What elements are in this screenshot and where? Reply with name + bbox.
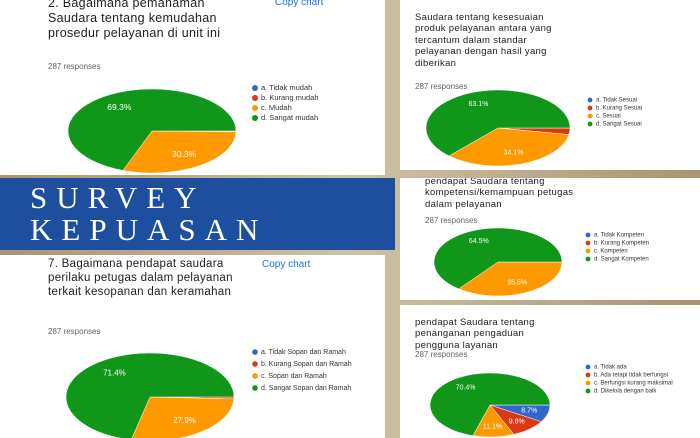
- chart-panel: Saudara tentang kesesuaian produk pelaya…: [400, 0, 700, 170]
- legend-swatch: [587, 105, 593, 111]
- legend-swatch: [585, 232, 591, 238]
- response-count: 287 responses: [425, 216, 478, 225]
- copy-chart-button[interactable]: Copy chart: [262, 259, 311, 270]
- legend-swatch: [252, 95, 258, 101]
- legend-label: a. Tidak Sesuai: [596, 98, 637, 104]
- slice-label: 35.5%: [507, 280, 527, 287]
- legend-label: a. Tidak Sopan dan Ramah: [261, 349, 346, 356]
- legend-label: b. Ada tetapi tidak berfungsi: [594, 373, 668, 379]
- banner-line: SURVEY: [30, 180, 206, 215]
- copy-chart-button[interactable]: Copy chart: [275, 0, 324, 8]
- legend-label: a. Tidak ada: [594, 365, 627, 371]
- chart-title: pendapat Saudara tentang penanganan peng…: [415, 317, 535, 351]
- legend-swatch: [587, 121, 593, 127]
- legend-swatch: [252, 85, 258, 91]
- pie-slice: [131, 396, 235, 438]
- pie-chart: 8.7% 9.8% 11.1% 70.4% a. Tidak ada b. Ada tet…: [429, 364, 673, 438]
- legend-swatch: [252, 115, 258, 121]
- chart-panel: pendapat Saudara tentang kompetensi/kema…: [400, 178, 700, 300]
- legend-label: d. Sangat Sopan dan Ramah: [261, 385, 351, 392]
- pie-slice: [448, 127, 570, 167]
- slice-label: 27.9%: [173, 416, 196, 425]
- legend-swatch: [585, 372, 591, 378]
- banner-line: KEPUASAN: [30, 212, 268, 247]
- legend-swatch: [585, 240, 591, 246]
- legend-label: c. Sopan dan Ramah: [261, 373, 327, 380]
- legend-swatch: [585, 364, 591, 370]
- chart-title: Saudara tentang kesesuaian produk pelaya…: [415, 12, 552, 69]
- slice-label: 34.1%: [504, 149, 524, 156]
- pie-slice: [122, 130, 237, 174]
- chart-title: pendapat Saudara tentang kompetensi/kema…: [425, 178, 574, 210]
- legend-label: c. Sesuai: [596, 114, 621, 120]
- legend-swatch: [585, 248, 591, 254]
- legend-label: c. Kompeten: [594, 249, 628, 255]
- pie-slice: [425, 89, 571, 157]
- slice-label: 64.5%: [469, 238, 489, 245]
- pie-slice: [433, 227, 563, 290]
- chart-panel: 7. Bagaimana pendapat saudara perilaku p…: [0, 255, 385, 438]
- pie-chart: 27.9% 71.4% a. Tidak Sopan dan Ramah b. Kur…: [65, 349, 352, 438]
- pie-chart: 34.1% 63.1% a. Tidak Sesuai b. Kurang Sesua…: [425, 89, 642, 167]
- legend-label: c. Mudah: [261, 103, 292, 112]
- legend-label: a. Tidak mudah: [261, 83, 312, 92]
- legend-swatch: [585, 388, 591, 394]
- pie-slice: [65, 352, 235, 438]
- slice-label: 69.3%: [107, 102, 132, 112]
- slice-label: 63.1%: [468, 101, 488, 108]
- chart-panel: pendapat Saudara tentang penanganan peng…: [400, 305, 700, 438]
- legend-swatch: [587, 113, 593, 119]
- legend-swatch: [252, 373, 258, 379]
- legend-label: a. Tidak Kompeten: [594, 233, 644, 239]
- legend-swatch: [585, 380, 591, 386]
- legend-label: c. Berfungsi kurang maksimal: [594, 381, 673, 387]
- legend-label: d. Sangat mudah: [261, 113, 318, 122]
- legend-label: b. Kurang Kompeten: [594, 241, 649, 247]
- response-count: 287 responses: [415, 82, 468, 91]
- pie-slice: [458, 261, 563, 297]
- slice-label: 11.1%: [483, 424, 502, 431]
- pie-slice: [67, 88, 237, 171]
- legend-swatch: [252, 105, 258, 111]
- slice-label: 8.7%: [521, 408, 537, 415]
- legend-label: b. Kurang Sesuai: [596, 106, 642, 112]
- response-count: 287 responses: [48, 62, 101, 71]
- chart-panel: 2. Bagaimana pemahaman Saudara tentang k…: [0, 0, 385, 175]
- legend-label: b. Kurang Sopan dan Ramah: [261, 361, 352, 368]
- response-count: 287 responses: [48, 327, 101, 336]
- legend-label: d. Dikelola dengan baik: [594, 389, 657, 395]
- legend-label: d. Sangat Sesuai: [596, 122, 642, 128]
- legend-swatch: [252, 361, 258, 367]
- response-count: 287 responses: [415, 350, 468, 359]
- slice-label: 71.4%: [103, 369, 126, 378]
- banner: SURVEY KEPUASAN: [0, 178, 395, 250]
- legend-label: d. Sangat Kompeten: [594, 257, 649, 263]
- legend-swatch: [585, 256, 591, 262]
- pie-slice: [429, 372, 551, 436]
- chart-title: 2. Bagaimana pemahaman Saudara tentang k…: [48, 0, 221, 40]
- slice-label: 70.4%: [456, 384, 476, 391]
- legend-swatch: [252, 349, 258, 355]
- legend-swatch: [587, 97, 593, 103]
- slice-label: 30.3%: [172, 149, 197, 159]
- chart-title: 7. Bagaimana pendapat saudara perilaku p…: [48, 258, 233, 298]
- pie-chart: 35.5% 64.5% a. Tidak Kompeten b. Kurang Kom…: [433, 227, 649, 297]
- legend-swatch: [252, 385, 258, 391]
- slice-label: 9.8%: [509, 418, 525, 425]
- legend-label: b. Kurang mudah: [261, 93, 319, 102]
